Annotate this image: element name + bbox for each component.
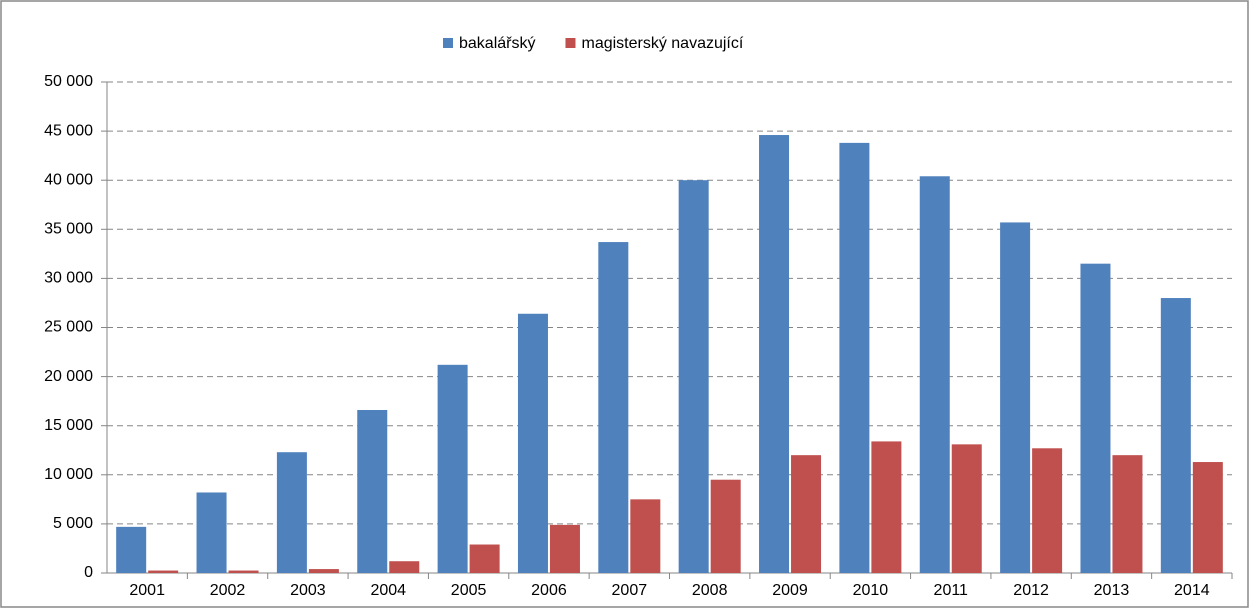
bar: [759, 135, 790, 573]
legend-label: magisterský navazující: [581, 35, 743, 52]
x-tick-label: 2001: [129, 582, 165, 599]
bar: [919, 176, 950, 573]
bar: [357, 409, 388, 573]
y-tick-label: 45 000: [44, 122, 93, 139]
bar: [308, 569, 339, 573]
legend-label: bakalářský: [459, 35, 535, 52]
x-tick-label: 2007: [612, 582, 648, 599]
bar: [196, 492, 227, 573]
bar: [1000, 222, 1031, 573]
x-tick-label: 2002: [210, 582, 246, 599]
bar: [710, 479, 741, 573]
x-tick-label: 2004: [370, 582, 406, 599]
bar: [517, 313, 548, 573]
bar: [228, 570, 259, 573]
bar: [598, 242, 629, 574]
bar: [1160, 298, 1191, 573]
x-tick-label: 2012: [1013, 582, 1049, 599]
x-tick-label: 2005: [451, 582, 487, 599]
bar: [951, 444, 982, 573]
bar: [1080, 263, 1111, 573]
bar: [549, 524, 580, 573]
bar: [148, 570, 179, 573]
x-tick-label: 2010: [853, 582, 889, 599]
y-tick-label: 20 000: [44, 368, 93, 385]
y-tick-label: 10 000: [44, 466, 93, 483]
x-tick-label: 2003: [290, 582, 326, 599]
bar: [276, 452, 307, 573]
y-tick-label: 5 000: [53, 515, 93, 532]
x-tick-label: 2008: [692, 582, 728, 599]
legend-swatch: [565, 38, 576, 48]
bar: [678, 180, 709, 573]
bar: [871, 441, 902, 573]
x-tick-label: 2014: [1174, 582, 1210, 599]
bar: [791, 455, 822, 573]
bar: [1032, 448, 1063, 573]
bar: [839, 142, 870, 573]
y-tick-label: 15 000: [44, 417, 93, 434]
legend-swatch: [443, 38, 453, 48]
bar: [116, 526, 147, 573]
bar: [1112, 455, 1143, 573]
x-tick-label: 2006: [531, 582, 567, 599]
x-tick-label: 2013: [1094, 582, 1130, 599]
bar: [630, 499, 661, 573]
y-tick-label: 40 000: [44, 171, 93, 188]
bar: [1192, 462, 1223, 573]
y-tick-label: 25 000: [44, 319, 93, 336]
y-tick-label: 50 000: [44, 73, 93, 90]
bar: [469, 544, 500, 573]
x-tick-label: 2011: [934, 582, 969, 599]
x-tick-label: 2009: [772, 582, 808, 599]
y-tick-label: 30 000: [44, 270, 93, 287]
bar: [437, 364, 468, 573]
bar: [389, 561, 420, 573]
y-tick-label: 0: [84, 564, 93, 581]
y-tick-label: 35 000: [44, 221, 93, 238]
